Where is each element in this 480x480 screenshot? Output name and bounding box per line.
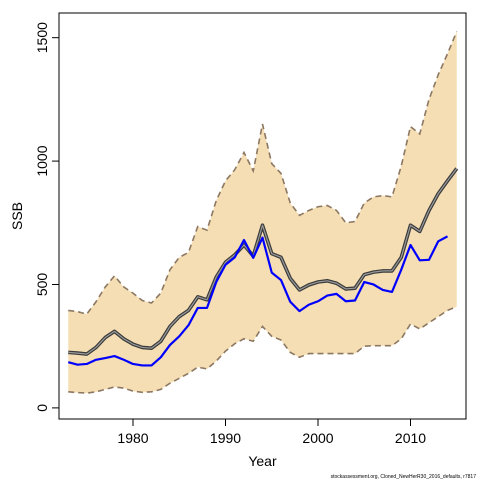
x-tick-label: 2010	[395, 430, 426, 446]
y-tick-label: 1000	[34, 145, 50, 176]
x-tick-label: 2000	[302, 430, 333, 446]
estimate-line-inner	[68, 168, 458, 355]
x-tick-label: 1980	[117, 430, 148, 446]
upper-bound-line	[68, 31, 458, 316]
confidence-band	[68, 31, 457, 394]
y-tick-label: 1500	[34, 22, 50, 53]
y-tick-label: 500	[34, 273, 50, 297]
plot-area	[67, 31, 459, 394]
lower-bound-line	[68, 305, 458, 394]
y-axis: 0 500 1000 1500	[34, 22, 59, 412]
y-axis-title: SSB	[9, 202, 25, 230]
observed-line	[67, 235, 449, 367]
x-axis: 1980 1990 2000 2010	[117, 419, 426, 446]
x-axis-title: Year	[248, 453, 277, 469]
plot-frame	[58, 12, 467, 420]
y-tick-label: 0	[34, 404, 50, 412]
credit-text: stockassessment.org, Cloned_NewHerR30_20…	[331, 474, 477, 480]
x-tick-label: 1990	[210, 430, 241, 446]
